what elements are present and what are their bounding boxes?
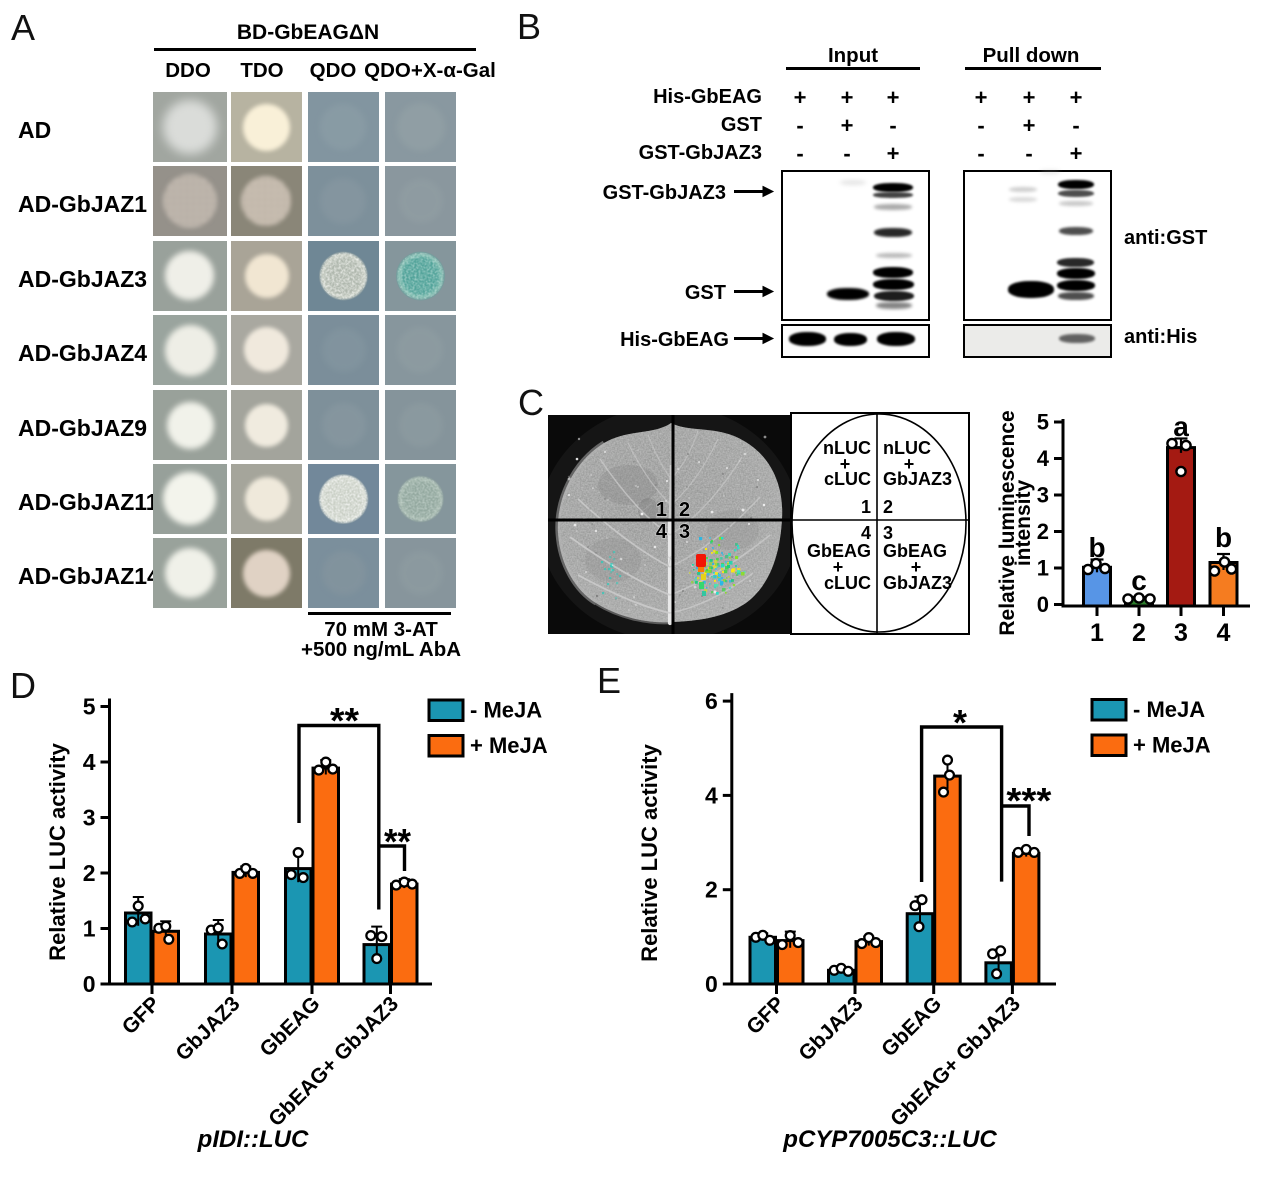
svg-text:- MeJA: - MeJA <box>1133 697 1205 722</box>
svg-text:6: 6 <box>705 690 718 714</box>
svg-text:+: + <box>833 557 844 577</box>
svg-text:b: b <box>1215 522 1232 553</box>
svg-text:GFP: GFP <box>742 992 789 1039</box>
svg-text:1: 1 <box>1037 556 1049 581</box>
svg-text:3: 3 <box>883 523 893 543</box>
svg-text:Relative LUC activity: Relative LUC activity <box>45 742 70 960</box>
svg-text:**: ** <box>330 700 359 741</box>
svg-text:4: 4 <box>705 782 718 808</box>
svg-text:b: b <box>1088 532 1105 563</box>
svg-text:Relative LUC activity: Relative LUC activity <box>637 743 662 961</box>
svg-text:4: 4 <box>1217 619 1231 647</box>
svg-text:nLUC: nLUC <box>823 438 871 458</box>
svg-text:GbJAZ3: GbJAZ3 <box>883 469 952 489</box>
svg-text:4: 4 <box>83 749 96 775</box>
svg-text:+ MeJA: + MeJA <box>470 733 548 758</box>
svg-text:GFP: GFP <box>118 992 165 1039</box>
svg-text:2: 2 <box>705 877 718 903</box>
svg-text:1: 1 <box>83 916 96 942</box>
svg-text:cLUC: cLUC <box>824 469 871 489</box>
svg-text:3: 3 <box>1174 619 1188 647</box>
svg-text:nLUC: nLUC <box>883 438 931 458</box>
svg-text:2: 2 <box>883 497 893 517</box>
svg-text:GbEAG: GbEAG <box>255 992 324 1061</box>
svg-text:2: 2 <box>1132 619 1146 647</box>
svg-text:*: * <box>953 702 967 743</box>
svg-text:1: 1 <box>1090 619 1104 647</box>
svg-text:**: ** <box>384 821 411 862</box>
svg-text:Relative luminescence: Relative luminescence <box>996 410 1019 635</box>
svg-text:0: 0 <box>83 971 96 997</box>
svg-text:2: 2 <box>679 499 690 521</box>
svg-text:pIDI::LUC: pIDI::LUC <box>197 1126 309 1153</box>
svg-text:+ MeJA: + MeJA <box>1133 733 1211 758</box>
svg-text:3: 3 <box>83 805 96 831</box>
svg-text:GbEAG: GbEAG <box>877 992 946 1061</box>
svg-text:5: 5 <box>1037 410 1049 435</box>
svg-text:- MeJA: - MeJA <box>470 698 542 723</box>
svg-text:2: 2 <box>83 860 96 886</box>
svg-text:GbJAZ3: GbJAZ3 <box>794 992 867 1065</box>
svg-text:4: 4 <box>1037 446 1050 471</box>
svg-text:3: 3 <box>679 521 690 543</box>
svg-text:+: + <box>911 557 922 577</box>
svg-text:4: 4 <box>656 521 668 543</box>
svg-text:a: a <box>1173 411 1189 442</box>
svg-text:c: c <box>1131 565 1147 596</box>
svg-text:pCYP7005C3::LUC: pCYP7005C3::LUC <box>782 1126 997 1153</box>
svg-text:***: *** <box>1006 780 1051 821</box>
svg-text:2: 2 <box>1037 519 1049 544</box>
svg-text:GbJAZ3: GbJAZ3 <box>171 992 244 1065</box>
svg-text:5: 5 <box>83 694 96 720</box>
svg-text:3: 3 <box>1037 483 1049 508</box>
svg-text:1: 1 <box>861 497 871 517</box>
svg-text:0: 0 <box>705 971 718 997</box>
svg-text:GbEAG: GbEAG <box>883 541 947 561</box>
svg-text:0: 0 <box>1037 592 1049 617</box>
svg-text:1: 1 <box>656 499 667 521</box>
svg-text:GbJAZ3: GbJAZ3 <box>883 573 952 593</box>
svg-text:4: 4 <box>861 523 871 543</box>
svg-text:intensity: intensity <box>1012 480 1035 567</box>
svg-text:GbEAG: GbEAG <box>807 541 871 561</box>
svg-text:GbEAG+ GbJAZ3: GbEAG+ GbJAZ3 <box>264 992 403 1131</box>
svg-text:+: + <box>840 454 851 474</box>
svg-text:GbEAG+ GbJAZ3: GbEAG+ GbJAZ3 <box>886 992 1025 1131</box>
svg-text:cLUC: cLUC <box>824 573 871 593</box>
svg-text:+: + <box>904 454 915 474</box>
